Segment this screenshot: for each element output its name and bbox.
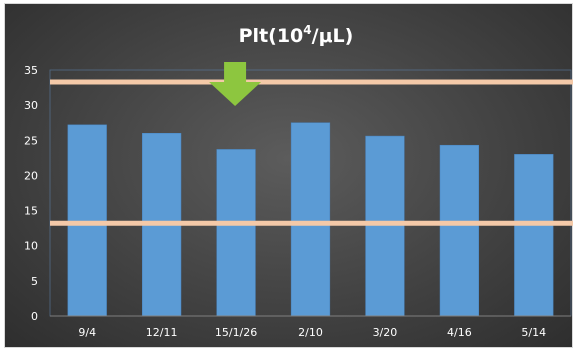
x-tick-label: 15/1/26 bbox=[215, 326, 257, 339]
x-tick-label: 3/20 bbox=[373, 326, 398, 339]
y-tick-label: 25 bbox=[24, 134, 38, 147]
y-tick-label: 35 bbox=[24, 64, 38, 77]
x-tick-label: 12/11 bbox=[146, 326, 178, 339]
bar bbox=[365, 135, 405, 317]
y-tick-label: 15 bbox=[24, 205, 38, 218]
x-tick-label: 5/14 bbox=[521, 326, 546, 339]
chart-title-main: Plt(10 bbox=[239, 25, 304, 47]
y-tick-label: 0 bbox=[31, 310, 38, 323]
y-tick-label: 30 bbox=[24, 99, 38, 112]
bar bbox=[216, 149, 256, 317]
bar bbox=[514, 154, 554, 317]
x-tick-label: 4/16 bbox=[447, 326, 472, 339]
x-tick-label: 9/4 bbox=[78, 326, 96, 339]
bar bbox=[439, 144, 479, 317]
y-tick-label: 20 bbox=[24, 169, 38, 182]
chart-title-tail: /μL) bbox=[312, 25, 354, 47]
bar bbox=[67, 124, 107, 317]
chart-title-superscript: 4 bbox=[303, 23, 311, 37]
y-tick-label: 5 bbox=[31, 275, 38, 288]
y-tick-label: 10 bbox=[24, 240, 38, 253]
bar bbox=[290, 122, 331, 317]
chart-title: Plt(104/μL) bbox=[239, 23, 354, 47]
x-tick-label: 2/10 bbox=[298, 326, 323, 339]
down-arrow-icon bbox=[209, 62, 262, 106]
